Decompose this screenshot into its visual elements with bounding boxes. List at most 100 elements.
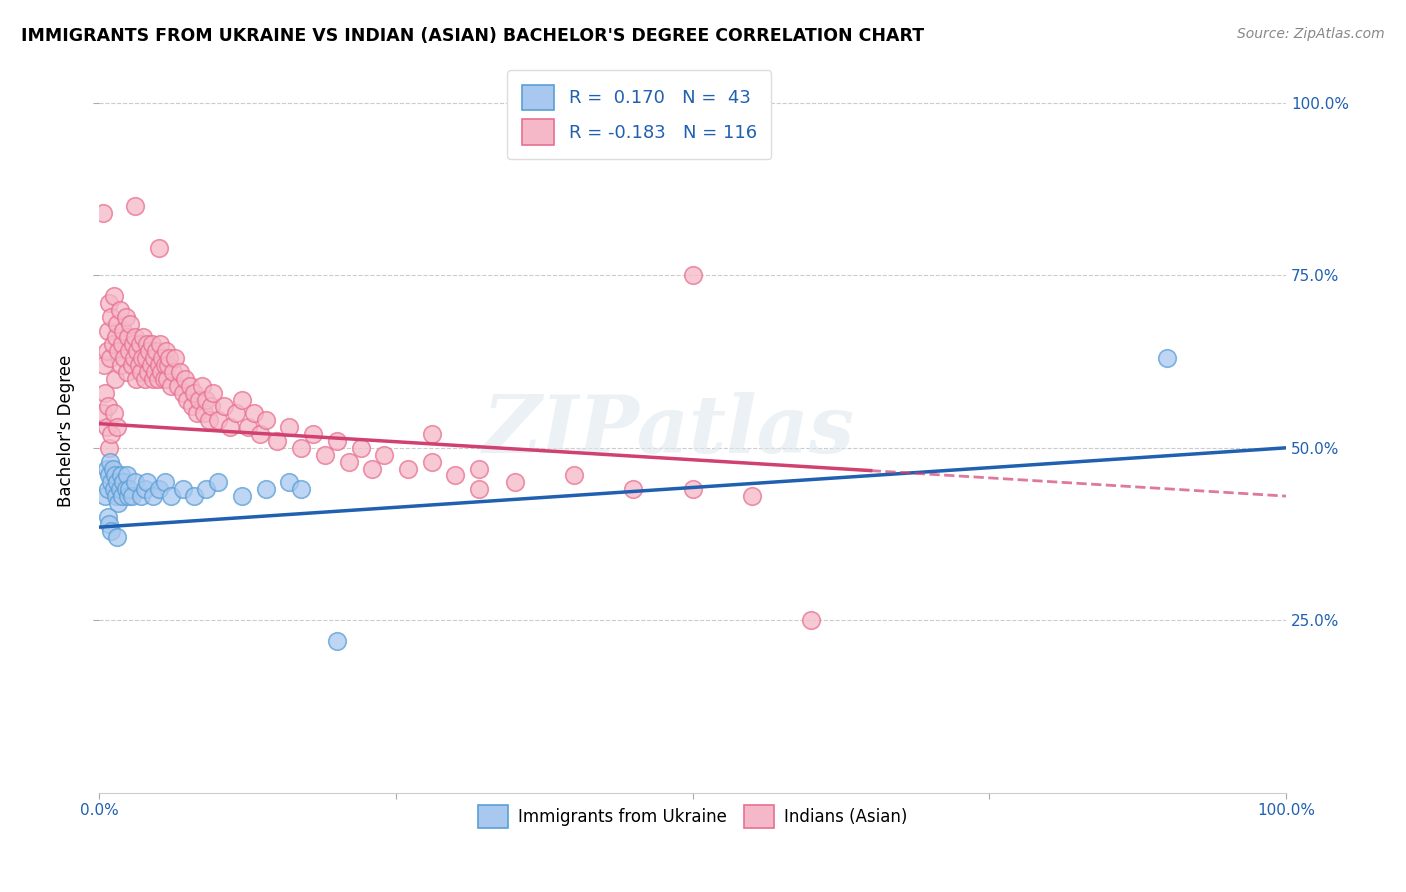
Point (124, 475, 146, 490)
Point (176, 392, 198, 407)
Point (181, 400, 204, 414)
Point (124, 199, 146, 213)
Point (121, 358, 143, 372)
Point (101, 461, 124, 475)
Point (682, 268, 704, 283)
Point (143, 351, 166, 366)
Point (120, 317, 142, 331)
Point (146, 372, 169, 386)
Point (156, 372, 179, 386)
Point (100, 427, 122, 442)
Point (190, 378, 212, 392)
Point (302, 427, 325, 442)
Point (236, 420, 259, 434)
Point (172, 482, 194, 496)
Y-axis label: Bachelor's Degree: Bachelor's Degree (58, 354, 75, 507)
Point (150, 365, 173, 379)
Point (326, 434, 349, 448)
Point (349, 441, 371, 455)
Point (149, 337, 172, 351)
Point (169, 365, 191, 379)
Point (159, 351, 181, 366)
Text: IMMIGRANTS FROM UKRAINE VS INDIAN (ASIAN) BACHELOR'S DEGREE CORRELATION CHART: IMMIGRANTS FROM UKRAINE VS INDIAN (ASIAN… (21, 27, 924, 45)
Point (314, 448, 336, 462)
Point (195, 392, 218, 407)
Point (159, 489, 181, 503)
Point (741, 489, 763, 503)
Point (110, 358, 132, 372)
Point (105, 475, 128, 490)
Point (153, 475, 176, 490)
Point (104, 468, 127, 483)
Point (100, 475, 122, 490)
Point (121, 337, 143, 351)
Point (118, 344, 141, 359)
Point (112, 324, 135, 338)
Point (94, 489, 117, 503)
Point (188, 392, 211, 407)
Point (166, 378, 188, 392)
Legend: Immigrants from Ukraine, Indians (Asian): Immigrants from Ukraine, Indians (Asian) (471, 798, 914, 835)
Point (138, 344, 160, 359)
Point (186, 406, 208, 420)
Point (129, 489, 152, 503)
Point (290, 482, 312, 496)
Point (193, 406, 215, 420)
Point (207, 475, 229, 490)
Point (148, 241, 170, 255)
Point (105, 330, 128, 344)
Point (373, 448, 395, 462)
Point (503, 475, 526, 490)
Point (157, 358, 180, 372)
Point (128, 358, 150, 372)
Point (101, 337, 124, 351)
Point (98, 516, 121, 531)
Point (97, 482, 120, 496)
Point (111, 489, 134, 503)
Point (195, 482, 218, 496)
Point (159, 378, 181, 392)
Point (135, 351, 157, 366)
Point (396, 461, 419, 475)
Point (212, 400, 235, 414)
Point (115, 468, 138, 483)
Point (326, 634, 349, 648)
Text: Source: ZipAtlas.com: Source: ZipAtlas.com (1237, 27, 1385, 41)
Point (114, 310, 136, 324)
Point (91, 406, 114, 420)
Point (231, 489, 253, 503)
Point (104, 372, 127, 386)
Point (139, 358, 162, 372)
Point (136, 475, 159, 490)
Point (112, 475, 135, 490)
Point (174, 372, 197, 386)
Point (136, 365, 159, 379)
Point (148, 482, 170, 496)
Point (1156, 351, 1178, 366)
Point (129, 365, 152, 379)
Point (155, 344, 177, 359)
Point (682, 482, 704, 496)
Point (162, 365, 184, 379)
Point (150, 351, 173, 366)
Point (361, 461, 384, 475)
Point (98, 296, 121, 310)
Point (183, 385, 205, 400)
Point (142, 372, 165, 386)
Point (96, 344, 118, 359)
Point (105, 489, 128, 503)
Point (114, 482, 136, 496)
Point (337, 455, 360, 469)
Point (111, 337, 134, 351)
Point (249, 427, 271, 442)
Point (128, 337, 150, 351)
Point (110, 468, 132, 483)
Point (100, 524, 122, 538)
Point (100, 310, 122, 324)
Point (98, 468, 121, 483)
Point (153, 358, 176, 372)
Point (93, 358, 115, 372)
Point (468, 461, 491, 475)
Point (200, 400, 222, 414)
Point (179, 378, 201, 392)
